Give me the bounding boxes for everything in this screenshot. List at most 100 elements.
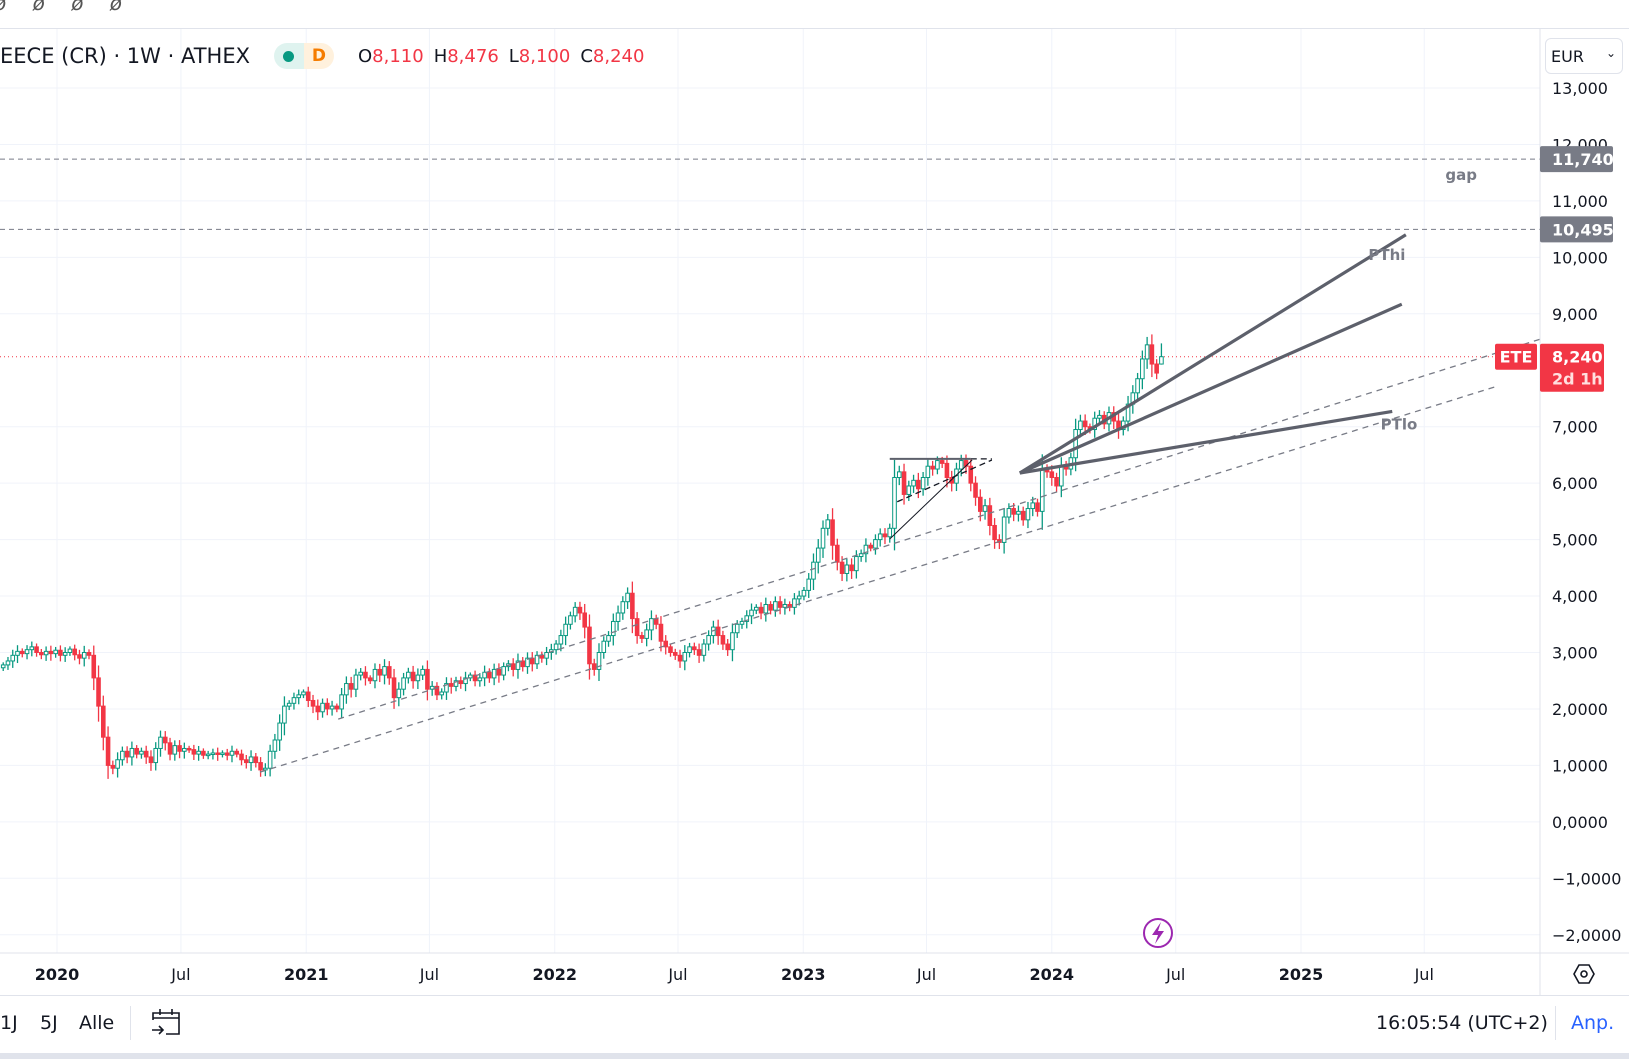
candle [1035, 498, 1040, 517]
candle [849, 558, 854, 579]
candle-body-down [663, 640, 669, 648]
candle [568, 611, 573, 630]
candle [763, 597, 769, 622]
delayed-data-badge: D [303, 43, 334, 69]
candle-body-down [634, 618, 640, 637]
candle [644, 623, 649, 647]
candle [10, 649, 16, 668]
candle [1154, 359, 1159, 380]
candle-body-down [363, 671, 368, 679]
candle-body-up [682, 652, 688, 662]
market-status-badge[interactable]: D [273, 43, 334, 69]
time-axis[interactable]: 2020 Jul 2021 Jul 2022 Jul 2023 Jul 2024 Jul 2025 J… [35, 965, 1434, 984]
low-label: L [508, 45, 519, 67]
candle [577, 601, 583, 620]
last-price-label: 8,240 [1552, 348, 1603, 367]
candle-body-up [248, 756, 254, 764]
candle-body-up [205, 753, 211, 757]
candle [796, 590, 802, 606]
grid [0, 29, 1540, 953]
candle-body-up [906, 485, 912, 495]
candle-body-up [896, 471, 902, 479]
candle-body-up [453, 680, 459, 687]
candle [873, 534, 878, 555]
candle-body-up [0, 664, 6, 669]
candle-body-down [91, 654, 97, 679]
candle-body-down [1049, 471, 1055, 479]
candle [806, 573, 812, 598]
trend-line-dashed [259, 386, 1496, 773]
close-value: 8,240 [592, 45, 645, 67]
candle [653, 614, 659, 630]
candle [172, 740, 178, 761]
time-tick-label: 2024 [1030, 965, 1075, 984]
candle-body-down [510, 663, 516, 670]
go-to-date-calendar-icon[interactable] [150, 1006, 182, 1038]
price-axis[interactable]: 13,00012,00011,00010,0009,0007,0006,0005… [1552, 79, 1621, 945]
candle-body-down [658, 623, 664, 642]
close-label: C [580, 45, 593, 67]
candle [944, 455, 950, 488]
candle-body-up [753, 606, 759, 611]
candle [658, 616, 664, 652]
candle [572, 602, 578, 623]
candle-body-down [96, 677, 101, 707]
candle [510, 658, 516, 677]
candle-body-down [134, 747, 139, 755]
candle [892, 459, 897, 551]
candle [1025, 501, 1031, 529]
candle-body-up [267, 750, 273, 769]
candle [916, 472, 921, 499]
candle [696, 643, 702, 663]
candle-body-down [1154, 363, 1159, 374]
candle [396, 682, 402, 707]
candle-body-up [286, 702, 292, 707]
symbol-title[interactable]: EECE (CR) · 1W · ATHEX [0, 44, 250, 68]
candle-body-up [873, 539, 878, 549]
candle [229, 745, 235, 763]
adjust-button[interactable]: Anp. [1571, 1012, 1615, 1034]
candle-body-up [563, 623, 568, 637]
candle-body-down [630, 592, 635, 620]
candle [15, 645, 20, 664]
candle [243, 754, 249, 769]
candle-body-down [868, 544, 873, 549]
candle [792, 593, 797, 615]
candle [0, 662, 6, 671]
candle [835, 538, 840, 571]
candle [177, 740, 182, 759]
candle [472, 670, 478, 687]
range-5y-button[interactable]: 5J [40, 1012, 58, 1034]
candle [496, 663, 502, 683]
candle [134, 745, 139, 759]
candle-body-up [115, 759, 120, 769]
candle-body-down [668, 646, 673, 653]
lightning-icon[interactable] [1143, 918, 1173, 948]
candle-body-down [968, 465, 974, 484]
candle-body-up [596, 652, 602, 670]
candle [468, 672, 473, 682]
candle [162, 731, 168, 751]
candle [882, 528, 888, 545]
range-1y-button[interactable]: 1J [0, 1012, 18, 1034]
candle-body-up [67, 648, 73, 653]
candle-body-up [53, 649, 58, 655]
candle [525, 652, 530, 674]
candle-body-up [339, 694, 344, 710]
currency-select[interactable]: EUR ⌄ [1545, 38, 1623, 74]
drawing-tool-icons[interactable]: ø ø ø ø [0, 0, 133, 15]
candle [668, 643, 673, 657]
candle [129, 741, 135, 766]
range-all-button[interactable]: Alle [79, 1012, 115, 1034]
candle-body-up [477, 677, 483, 682]
candle-body-down [305, 691, 311, 701]
candle [91, 645, 97, 691]
clock-timezone[interactable]: 16:05:54 (UTC+2) [1376, 1012, 1548, 1034]
candle [439, 688, 445, 700]
candle [1135, 372, 1140, 401]
candle [410, 665, 416, 689]
price-tick-label: 3,000 [1552, 644, 1598, 663]
settings-icon[interactable] [1573, 964, 1595, 984]
candle-body-up [601, 640, 607, 654]
